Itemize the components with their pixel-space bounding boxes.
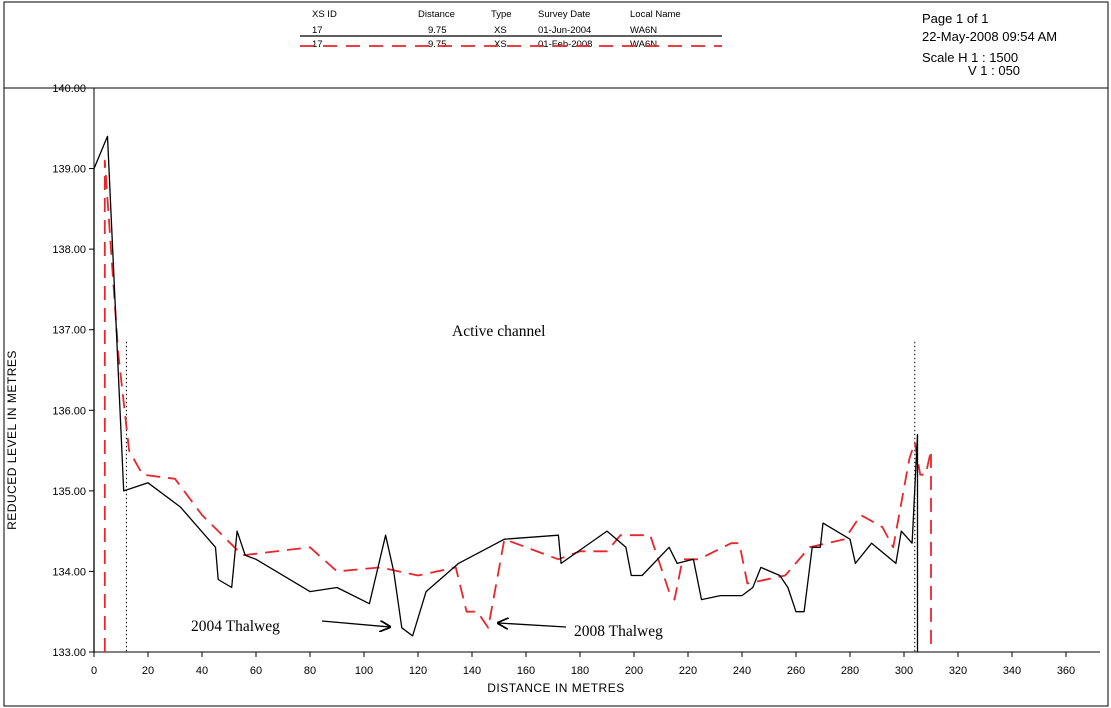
row2-xs-id: 17 [312, 39, 323, 50]
row1-xs-id: 17 [312, 25, 323, 36]
x-tick-label: 0 [91, 665, 97, 677]
page-frame [3, 1, 1109, 707]
row1-distance: 9.75 [428, 25, 447, 36]
survey-header-table: XS ID Distance Type Survey Date Local Na… [300, 9, 722, 50]
y-axis-label: REDUCED LEVEL IN METRES [5, 350, 19, 530]
x-tick-label: 60 [250, 665, 262, 677]
row2-type: XS [494, 39, 507, 50]
x-axis-ticks: 0 20 40 60 80 100 120 140 160 180 200 220 240 260 280 3… [91, 652, 1075, 677]
series-line-01-Jun-2004 [93, 135, 919, 652]
y-axis-ticks: 133.00 134.00 135.00 136.00 137.00 138.00 139.… [52, 83, 94, 659]
x-tick-label: 320 [949, 665, 967, 677]
y-tick-label: 138.00 [52, 244, 86, 256]
annotation-active-channel: Active channel [452, 323, 545, 340]
row1-type: XS [494, 25, 507, 36]
y-tick-label: 139.00 [52, 164, 86, 176]
print-datetime: 22-May-2008 09:54 AM [922, 29, 1057, 44]
y-tick-label: 140.00 [52, 83, 86, 95]
series-line-01-Feb-2008 [103, 159, 932, 652]
y-tick-label: 135.00 [52, 486, 86, 498]
row1-local-name: WA6N [630, 25, 657, 36]
x-tick-label: 340 [1003, 665, 1021, 677]
x-tick-label: 80 [304, 665, 316, 677]
x-tick-label: 260 [787, 665, 805, 677]
x-tick-label: 240 [733, 665, 751, 677]
x-tick-label: 120 [409, 665, 427, 677]
y-tick-label: 136.00 [52, 405, 86, 417]
scale-vertical: V 1 : 050 [968, 63, 1020, 78]
col-header-xs-id: XS ID [312, 9, 337, 20]
y-tick-label: 137.00 [52, 325, 86, 337]
page-info: Page 1 of 1 22-May-2008 09:54 AM Scale H… [922, 11, 1057, 78]
x-tick-label: 360 [1057, 665, 1075, 677]
row2-distance: 9.75 [428, 39, 447, 50]
arrow-2004-thalweg [321, 621, 390, 627]
y-tick-label: 134.00 [52, 566, 86, 578]
arrow-2008-thalweg [498, 623, 567, 627]
x-tick-label: 200 [625, 665, 643, 677]
x-tick-label: 140 [463, 665, 481, 677]
x-tick-label: 40 [196, 665, 208, 677]
x-tick-label: 100 [355, 665, 373, 677]
col-header-local-name: Local Name [630, 9, 681, 20]
row1-survey-date: 01-Jun-2004 [538, 25, 591, 36]
row2-survey-date: 01-Feb-2008 [538, 39, 592, 50]
x-tick-label: 300 [895, 665, 913, 677]
col-header-survey-date: Survey Date [538, 9, 590, 20]
x-tick-label: 280 [841, 665, 859, 677]
page-number: Page 1 of 1 [922, 11, 989, 26]
scale-horizontal: Scale H 1 : 1500 [922, 50, 1018, 65]
x-tick-label: 160 [517, 665, 535, 677]
x-tick-label: 220 [679, 665, 697, 677]
col-header-distance: Distance [418, 9, 455, 20]
x-tick-label: 20 [142, 665, 154, 677]
row2-local-name: WA6N [630, 39, 657, 50]
y-tick-label: 133.00 [52, 647, 86, 659]
x-axis-label: DISTANCE IN METRES [487, 681, 624, 695]
series-layer [93, 135, 932, 652]
x-tick-label: 180 [571, 665, 589, 677]
channel-boundary-lines [125, 341, 916, 652]
annotation-2008-thalweg: 2008 Thalweg [574, 623, 663, 640]
annotation-2004-thalweg: 2004 Thalweg [191, 618, 280, 635]
col-header-type: Type [491, 9, 512, 20]
